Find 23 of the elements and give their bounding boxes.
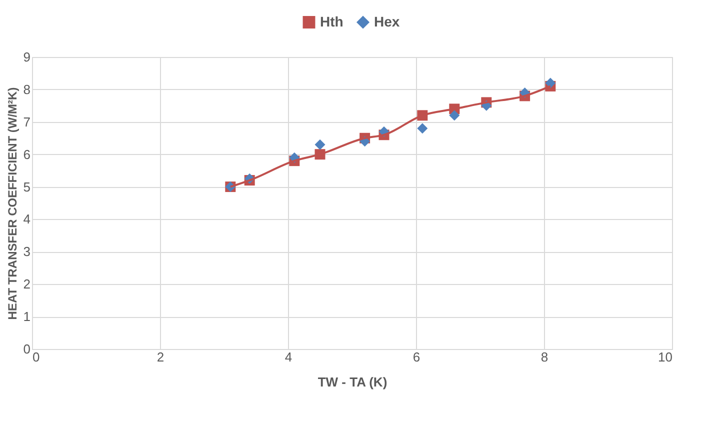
y-axis-title: HEAT TRANSFER COEFFICIENT (W/M²K): [5, 87, 20, 320]
legend-label: Hex: [374, 13, 400, 30]
y-tick-label: 2: [23, 276, 30, 292]
legend-label: Hth: [320, 13, 344, 30]
x-tick-label: 10: [658, 350, 672, 364]
y-tick-label: 4: [23, 212, 30, 227]
point: [314, 139, 326, 150]
x-tick-label: 8: [540, 350, 548, 364]
y-tick-label: 6: [23, 146, 30, 162]
point: [417, 123, 428, 134]
point: [449, 110, 460, 121]
x-tick-label: 6: [412, 350, 420, 364]
x-tick-label: 0: [32, 350, 40, 364]
x-tick-label: 4: [284, 350, 292, 364]
y-tick-label: 9: [23, 50, 30, 64]
x-axis-title: TW - TA (K): [318, 374, 388, 390]
point: [545, 78, 556, 88]
y-tick-label: 7: [23, 114, 30, 130]
y-tick-label: 3: [23, 244, 30, 260]
y-tick-label: 1: [23, 309, 30, 324]
x-tick-label: 2: [156, 350, 164, 364]
y-tick-label: 8: [23, 82, 30, 97]
y-tick-label: 5: [23, 179, 30, 194]
